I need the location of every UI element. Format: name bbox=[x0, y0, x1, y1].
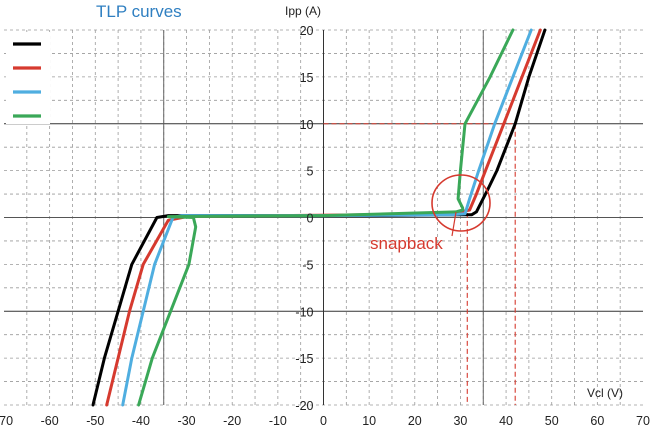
y-tick-label: -20 bbox=[295, 399, 313, 413]
y-tick-label: 10 bbox=[300, 118, 314, 132]
y-axis-title: Ipp (A) bbox=[285, 4, 322, 18]
x-tick-label: 40 bbox=[499, 414, 513, 428]
snapback-circle bbox=[431, 174, 491, 232]
y-tick-label: 15 bbox=[300, 71, 314, 85]
x-tick-label: 0 bbox=[320, 414, 327, 428]
x-tick-label: -60 bbox=[41, 414, 59, 428]
y-tick-label: -15 bbox=[295, 352, 313, 366]
x-tick-label: -20 bbox=[223, 414, 241, 428]
y-tick-label: -5 bbox=[302, 258, 313, 272]
reference-lines bbox=[323, 123, 516, 405]
x-tick-labels: -70 -60 -50 -40 -30 -20 -10 0 10 20 30 40 50 60 70 bbox=[0, 414, 650, 428]
x-tick-label: 10 bbox=[362, 414, 376, 428]
snapback-pointer bbox=[451, 211, 457, 237]
x-tick-label: -10 bbox=[269, 414, 287, 428]
x-axis-title: Vcl (V) bbox=[587, 386, 623, 400]
x-tick-label: 20 bbox=[408, 414, 422, 428]
y-tick-label: 5 bbox=[307, 165, 314, 179]
chart-grid bbox=[4, 29, 643, 406]
x-tick-label: -50 bbox=[86, 414, 104, 428]
x-tick-label: 50 bbox=[545, 414, 559, 428]
x-tick-label: -40 bbox=[132, 414, 150, 428]
x-tick-label: -70 bbox=[0, 414, 13, 428]
chart-series bbox=[91, 28, 547, 407]
x-tick-label: -30 bbox=[178, 414, 196, 428]
chart-legend bbox=[6, 32, 50, 124]
x-tick-label: 60 bbox=[590, 414, 604, 428]
x-tick-label: 70 bbox=[636, 414, 650, 428]
snapback-annotation: snapback bbox=[370, 234, 443, 253]
x-tick-label: 30 bbox=[453, 414, 467, 428]
y-tick-labels: -20 -15 -10 -5 0 5 10 15 20 bbox=[295, 24, 313, 413]
y-tick-label: -10 bbox=[295, 305, 313, 319]
chart-title: TLP curves bbox=[96, 2, 182, 21]
y-tick-label: 0 bbox=[307, 212, 314, 226]
legend-box bbox=[6, 32, 50, 124]
y-tick-label: 20 bbox=[300, 24, 314, 38]
series-line-4 bbox=[137, 28, 515, 407]
